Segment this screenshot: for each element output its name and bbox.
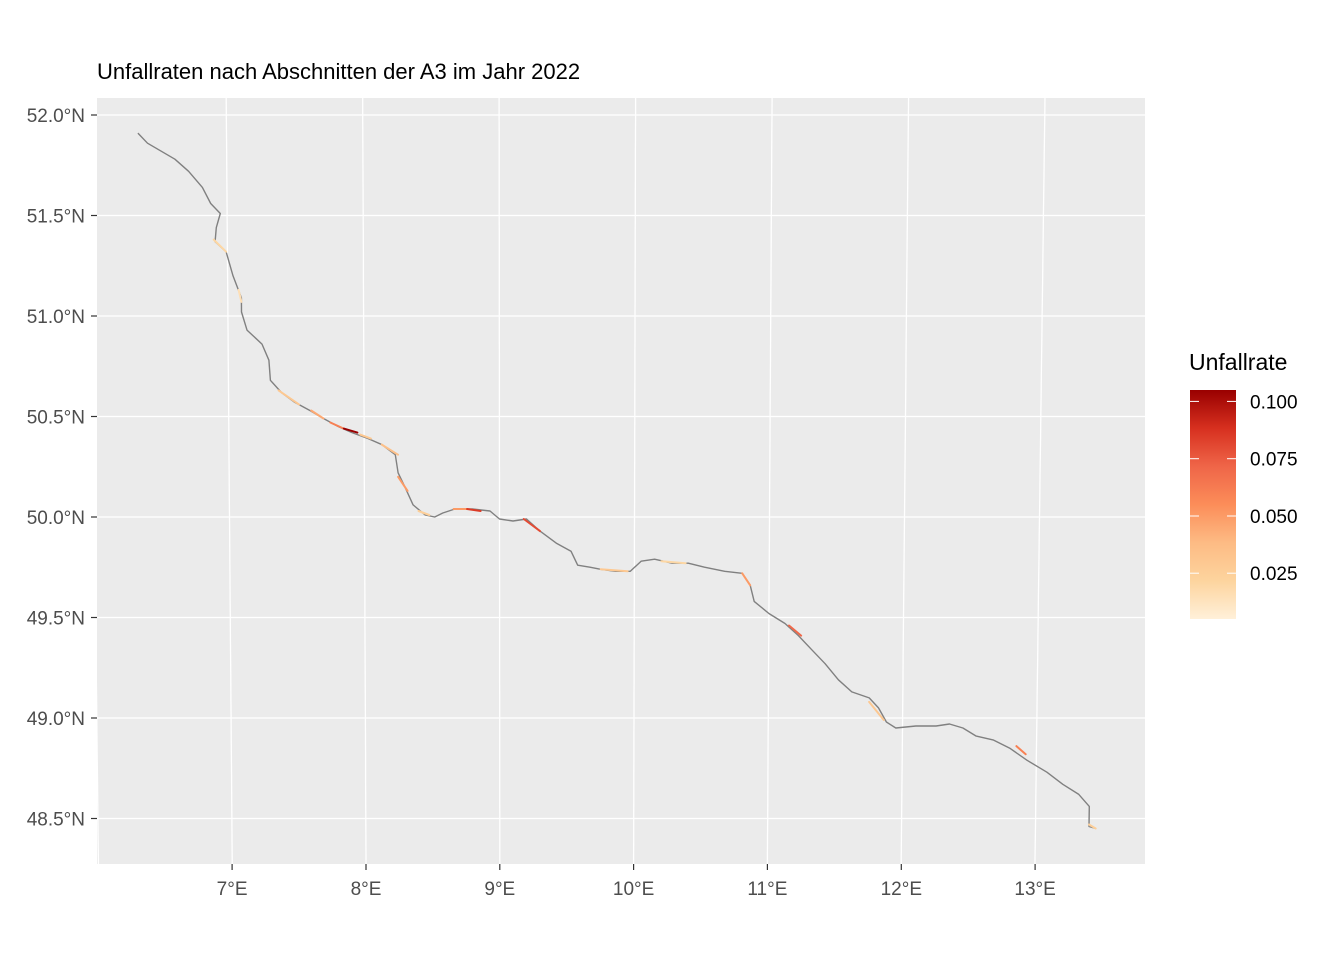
rate-segment — [380, 443, 399, 456]
lat-tick-label: 49.0°N — [27, 709, 85, 730]
rate-segment — [868, 700, 885, 721]
rate-segment — [359, 433, 372, 440]
legend-tick-label: 0.075 — [1250, 450, 1298, 471]
lon-tick-label: 13°E — [1014, 879, 1055, 900]
rate-segment — [212, 238, 228, 253]
route-line — [137, 132, 1096, 830]
lon-tick-label: 8°E — [351, 879, 382, 900]
meridian-line — [632, 98, 637, 864]
meridian-line — [1167, 15, 1183, 960]
rate-segment — [277, 389, 300, 406]
lon-tick-label: 10°E — [613, 879, 654, 900]
lon-tick-label: 9°E — [484, 879, 515, 900]
map-panel — [97, 98, 1145, 864]
legend-tick-label: 0.050 — [1250, 507, 1298, 528]
rate-segment — [329, 421, 345, 430]
legend-tick-label: 0.025 — [1250, 564, 1298, 585]
legend-title: Unfallrate — [1189, 349, 1287, 375]
rate-segment — [741, 572, 752, 587]
meridian-line — [97, 681, 100, 864]
lon-tick-label: 12°E — [881, 879, 922, 900]
rate-segment — [397, 475, 409, 492]
lon-tick-label: 11°E — [747, 879, 787, 900]
longitude-axis: 7°E 8°E 9°E 10°E 11°E 12°E 13°E — [217, 864, 1056, 900]
rate-segment — [417, 510, 431, 516]
accident-rate-segments — [212, 238, 1097, 830]
rate-segment — [342, 427, 359, 434]
lat-tick-label: 50.0°N — [27, 508, 85, 529]
rate-segment — [660, 560, 687, 565]
meridian-line — [225, 98, 233, 864]
rate-segment — [237, 288, 243, 303]
rate-segment — [788, 624, 803, 637]
latitude-axis: 52.0°N 51.5°N 51.0°N 50.5°N 50.0°N 49.5°N 49.0… — [27, 106, 97, 831]
meridian-line — [498, 98, 501, 864]
lat-tick-label: 50.5°N — [27, 408, 85, 429]
lat-tick-label: 52.0°N — [27, 106, 85, 127]
lat-tick-label: 49.5°N — [27, 609, 85, 630]
lat-tick-label: 48.5°N — [27, 810, 85, 831]
rate-segment — [310, 409, 325, 420]
legend-colorbar — [1190, 390, 1236, 619]
meridian-line — [766, 98, 773, 864]
a3-route — [137, 132, 1096, 830]
lat-tick-label: 51.0°N — [27, 307, 85, 328]
lat-tick-label: 51.5°N — [27, 207, 85, 228]
legend-tick-label: 0.100 — [1250, 392, 1298, 413]
lon-tick-label: 7°E — [217, 879, 248, 900]
rate-segment — [466, 508, 482, 512]
rate-segment — [522, 518, 541, 533]
graticule-lines — [97, 15, 1183, 960]
meridian-line — [900, 98, 910, 864]
meridian-line — [1034, 98, 1046, 864]
legend-ticks: 0.025 0.050 0.075 0.100 — [1190, 392, 1298, 585]
colorbar-legend: Unfallrate 0.025 0.050 0.075 0.100 — [1189, 349, 1298, 619]
rate-segment — [599, 568, 629, 573]
rate-segment — [1088, 823, 1097, 830]
chart-title: Unfallraten nach Abschnitten der A3 im J… — [97, 59, 580, 84]
meridian-line — [362, 98, 367, 864]
rate-segment — [1015, 745, 1027, 756]
